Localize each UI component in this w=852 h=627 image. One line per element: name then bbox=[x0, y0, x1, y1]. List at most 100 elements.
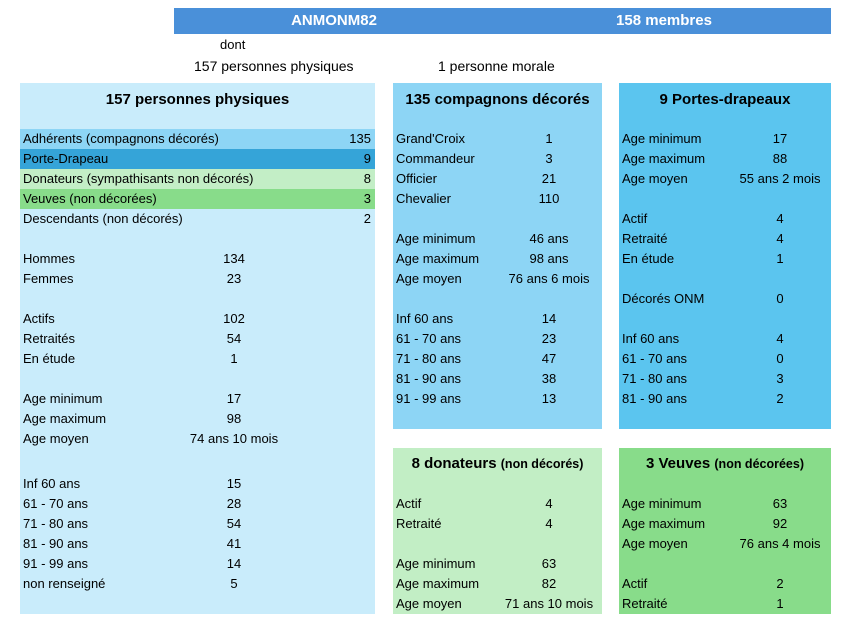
stat-row: Actif 4 bbox=[619, 209, 831, 229]
stat-label: Age moyen bbox=[622, 171, 688, 186]
stat-label: Age minimum bbox=[396, 556, 476, 571]
stat-value: 2 bbox=[776, 391, 784, 406]
stat-value: 76 ans 6 mois bbox=[508, 271, 590, 286]
stat-row: Age moyen 74 ans 10 mois bbox=[20, 429, 375, 449]
stat-value: 14 bbox=[541, 311, 557, 326]
stat-label: Age moyen bbox=[396, 271, 462, 286]
title-sub: (non décorés) bbox=[500, 457, 584, 471]
stat-label: Actif bbox=[622, 211, 648, 226]
stat-label: Age minimum bbox=[23, 391, 103, 406]
stat-value: 63 bbox=[541, 556, 557, 571]
stat-label: Décorés ONM bbox=[622, 291, 705, 306]
panel-compagnons: 135 compagnons décorés Grand'Croix 1 Comma… bbox=[393, 83, 602, 429]
stat-row: Hommes 134 bbox=[20, 249, 375, 269]
stat-row: Actifs 102 bbox=[20, 309, 375, 329]
stat-label: 71 - 80 ans bbox=[396, 351, 462, 366]
stat-label: Chevalier bbox=[396, 191, 451, 206]
stat-row: 71 - 80 ans 54 bbox=[20, 514, 375, 534]
stat-label: Age minimum bbox=[622, 496, 702, 511]
stat-row: Retraité 1 bbox=[619, 594, 831, 614]
stat-value: 23 bbox=[226, 271, 242, 286]
stat-row: 91 - 99 ans 14 bbox=[20, 554, 375, 574]
stat-value: 5 bbox=[230, 576, 238, 591]
stat-value: 46 ans bbox=[529, 231, 569, 246]
stat-label: En étude bbox=[622, 251, 675, 266]
stat-label: Age maximum bbox=[23, 411, 107, 426]
stat-label: 81 - 90 ans bbox=[396, 371, 462, 386]
stat-row: Age maximum 98 ans bbox=[393, 249, 602, 269]
stat-row: Femmes 23 bbox=[20, 269, 375, 289]
stat-label: Hommes bbox=[23, 251, 76, 266]
stat-label: Actif bbox=[396, 496, 422, 511]
stat-label: Actif bbox=[622, 576, 648, 591]
category-value: 3 bbox=[363, 191, 371, 206]
stat-row: 81 - 90 ans 41 bbox=[20, 534, 375, 554]
category-label: Adhérents (compagnons décorés) bbox=[23, 131, 219, 146]
stat-label: Retraité bbox=[622, 596, 668, 611]
stat-label: Age minimum bbox=[396, 231, 476, 246]
stat-value: 3 bbox=[545, 151, 553, 166]
stat-value: 74 ans 10 mois bbox=[189, 431, 279, 446]
stat-value: 92 bbox=[772, 516, 788, 531]
stat-value: 4 bbox=[776, 211, 784, 226]
stat-row: Age minimum 63 bbox=[619, 494, 831, 514]
stat-row: Inf 60 ans 4 bbox=[619, 329, 831, 349]
stat-label: Retraité bbox=[396, 516, 442, 531]
panel-veuves: 3 Veuves (non décorées) Age minimum 63 Age… bbox=[619, 448, 831, 614]
stat-label: 61 - 70 ans bbox=[622, 351, 688, 366]
category-label: Veuves (non décorées) bbox=[23, 191, 157, 206]
stat-value: 15 bbox=[226, 476, 242, 491]
stat-label: 81 - 90 ans bbox=[23, 536, 89, 551]
stat-value: 63 bbox=[772, 496, 788, 511]
panel-title: 8 donateurs (non décorés) bbox=[393, 455, 602, 472]
stat-label: Commandeur bbox=[396, 151, 475, 166]
stat-label: 61 - 70 ans bbox=[396, 331, 462, 346]
stat-value: 134 bbox=[223, 251, 245, 266]
highlight-donateurs bbox=[20, 169, 375, 189]
stat-row: En étude 1 bbox=[619, 249, 831, 269]
stat-row: Retraités 54 bbox=[20, 329, 375, 349]
stat-row: Décorés ONM 0 bbox=[619, 289, 831, 309]
category-value: 9 bbox=[363, 151, 371, 166]
stat-label: Age maximum bbox=[622, 151, 706, 166]
stat-label: Age moyen bbox=[396, 596, 462, 611]
stat-row: Age maximum 92 bbox=[619, 514, 831, 534]
stat-row: Age moyen 76 ans 4 mois bbox=[619, 534, 831, 554]
stat-label: Age maximum bbox=[396, 576, 480, 591]
stat-value: 4 bbox=[776, 231, 784, 246]
panel-title: 135 compagnons décorés bbox=[405, 91, 590, 108]
stat-value: 1 bbox=[545, 131, 553, 146]
stat-label: En étude bbox=[23, 351, 76, 366]
stat-value: 110 bbox=[538, 191, 560, 206]
stat-row: Retraité 4 bbox=[619, 229, 831, 249]
members-count: 158 membres bbox=[616, 12, 712, 29]
stat-label: 81 - 90 ans bbox=[622, 391, 688, 406]
stat-value: 76 ans 4 mois bbox=[739, 536, 821, 551]
stat-value: 17 bbox=[226, 391, 242, 406]
stat-label: Inf 60 ans bbox=[23, 476, 81, 491]
stat-row: 81 - 90 ans 2 bbox=[619, 389, 831, 409]
stat-value: 55 ans 2 mois bbox=[739, 171, 821, 186]
panel-title: 157 personnes physiques bbox=[105, 91, 290, 108]
stat-value: 3 bbox=[776, 371, 784, 386]
title-main: 8 donateurs bbox=[411, 455, 497, 472]
stat-row: non renseigné 5 bbox=[20, 574, 375, 594]
stat-value: 4 bbox=[545, 516, 553, 531]
category-label: Descendants (non décorés) bbox=[23, 211, 183, 226]
stat-value: 54 bbox=[226, 331, 242, 346]
stat-row: Age minimum 46 ans bbox=[393, 229, 602, 249]
stat-row: Age minimum 63 bbox=[393, 554, 602, 574]
highlight-porte-drapeau bbox=[20, 149, 375, 169]
stat-row: 81 - 90 ans 38 bbox=[393, 369, 602, 389]
category-row: Adhérents (compagnons décorés) 135 bbox=[20, 129, 375, 149]
highlight-veuves bbox=[20, 189, 375, 209]
stat-value: 88 bbox=[772, 151, 788, 166]
stat-label: Age maximum bbox=[396, 251, 480, 266]
stat-value: 13 bbox=[541, 391, 557, 406]
category-value: 135 bbox=[349, 131, 371, 146]
category-label: Porte-Drapeau bbox=[23, 151, 109, 166]
stat-label: Actifs bbox=[23, 311, 55, 326]
stat-label: Age moyen bbox=[622, 536, 688, 551]
stat-row: Officier 21 bbox=[393, 169, 602, 189]
category-label: Donateurs (sympathisants non décorés) bbox=[23, 171, 254, 186]
